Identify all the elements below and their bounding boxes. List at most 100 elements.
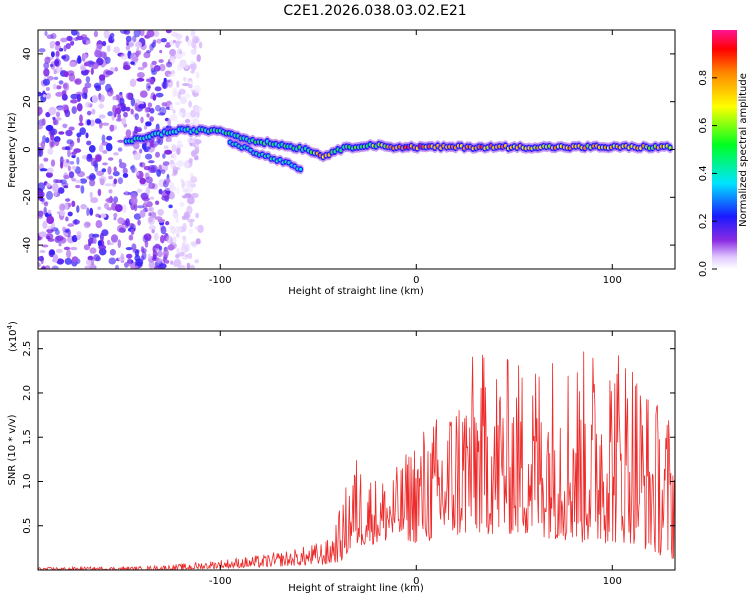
noise-speckle — [136, 77, 145, 82]
noise-speckle — [91, 94, 98, 104]
noise-speckle — [79, 178, 88, 184]
noise-speckle — [143, 51, 151, 59]
noise-speckle — [125, 129, 132, 138]
y-tick-label: 40 — [22, 48, 33, 61]
noise-speckle — [187, 39, 192, 47]
noise-speckle — [77, 171, 85, 178]
noise-speckle — [147, 164, 156, 174]
noise-speckle — [190, 30, 196, 38]
noise-speckle — [119, 30, 128, 34]
noise-speckle — [181, 242, 186, 249]
noise-speckle — [155, 200, 160, 206]
noise-speckle — [179, 59, 187, 68]
noise-speckle — [121, 117, 127, 126]
noise-speckle — [51, 182, 59, 192]
noise-speckle — [172, 87, 178, 94]
noise-speckle — [52, 83, 57, 90]
noise-speckle — [98, 74, 106, 81]
noise-speckle — [185, 118, 191, 124]
noise-speckle — [154, 86, 162, 92]
noise-speckle — [61, 104, 69, 110]
noise-speckle — [49, 249, 55, 256]
noise-speckle — [148, 182, 156, 189]
noise-speckle — [142, 61, 148, 68]
noise-speckle — [189, 64, 195, 69]
noise-speckle — [187, 252, 193, 260]
noise-speckle — [106, 135, 113, 141]
noise-speckle — [113, 152, 119, 156]
noise-speckle — [80, 185, 85, 194]
noise-speckle — [96, 170, 105, 177]
noise-speckle — [169, 159, 174, 165]
noise-speckle — [46, 215, 55, 225]
noise-speckle — [88, 145, 96, 153]
snr-frame — [37, 330, 676, 571]
noise-speckle — [172, 109, 176, 114]
noise-speckle — [109, 124, 115, 132]
noise-speckle — [101, 229, 109, 237]
noise-speckle — [130, 97, 136, 107]
noise-speckle — [166, 178, 170, 185]
noise-speckle — [90, 197, 99, 204]
noise-speckle — [74, 78, 82, 85]
noise-speckle — [184, 243, 190, 252]
noise-speckle — [52, 138, 59, 142]
noise-speckle — [114, 67, 118, 72]
noise-speckle — [71, 256, 79, 263]
noise-speckle — [85, 101, 91, 108]
noise-speckle — [55, 41, 61, 46]
noise-speckle — [79, 127, 86, 135]
noise-speckle — [170, 260, 174, 265]
noise-speckle — [38, 106, 43, 115]
noise-speckle — [152, 94, 157, 101]
noise-speckle — [195, 238, 201, 245]
noise-speckle — [156, 250, 163, 258]
noise-speckle — [172, 210, 179, 219]
noise-speckle — [63, 71, 69, 78]
noise-speckle — [139, 209, 146, 218]
snr-multiplier: (x104) — [6, 321, 19, 352]
noise-speckle — [169, 48, 177, 57]
noise-speckle — [154, 265, 161, 269]
noise-speckle — [43, 157, 49, 162]
noise-speckle — [179, 96, 187, 105]
noise-speckle — [143, 200, 149, 205]
noise-speckle — [86, 110, 92, 116]
noise-speckle — [46, 92, 51, 100]
noise-speckle — [149, 142, 154, 148]
noise-speckle — [121, 204, 127, 213]
noise-speckle — [163, 248, 169, 258]
noise-speckle — [149, 107, 155, 114]
noise-speckle — [169, 114, 178, 122]
noise-speckle — [93, 160, 99, 168]
noise-speckle — [76, 136, 81, 144]
noise-speckle — [97, 206, 102, 211]
noise-speckle — [147, 102, 153, 108]
colorbar-ticks: 0.0 0.2 0.4 0.6 0.8 — [698, 70, 717, 277]
noise-speckle — [42, 78, 51, 86]
noise-speckle — [113, 166, 117, 173]
noise-speckle — [162, 161, 170, 166]
noise-speckle — [149, 206, 154, 212]
noise-speckle — [83, 69, 90, 74]
noise-speckle — [166, 61, 173, 68]
colorbar-tick-label: 0.4 — [698, 165, 709, 181]
noise-speckle — [44, 30, 48, 36]
noise-speckle — [153, 65, 161, 72]
noise-speckle — [102, 162, 108, 166]
noise-speckle — [168, 40, 174, 47]
noise-speckle — [125, 92, 132, 100]
noise-speckle — [55, 248, 63, 254]
noise-speckle — [91, 174, 96, 180]
noise-speckle — [167, 118, 171, 127]
noise-speckle — [54, 187, 58, 197]
noise-speckle — [139, 162, 146, 168]
noise-speckle — [110, 234, 119, 243]
noise-speckle — [182, 235, 187, 240]
noise-speckle — [159, 63, 166, 72]
noise-speckle — [66, 35, 73, 42]
noise-speckle — [71, 178, 77, 182]
noise-speckle — [38, 231, 47, 238]
noise-speckle — [158, 263, 167, 269]
noise-speckle — [134, 125, 139, 135]
